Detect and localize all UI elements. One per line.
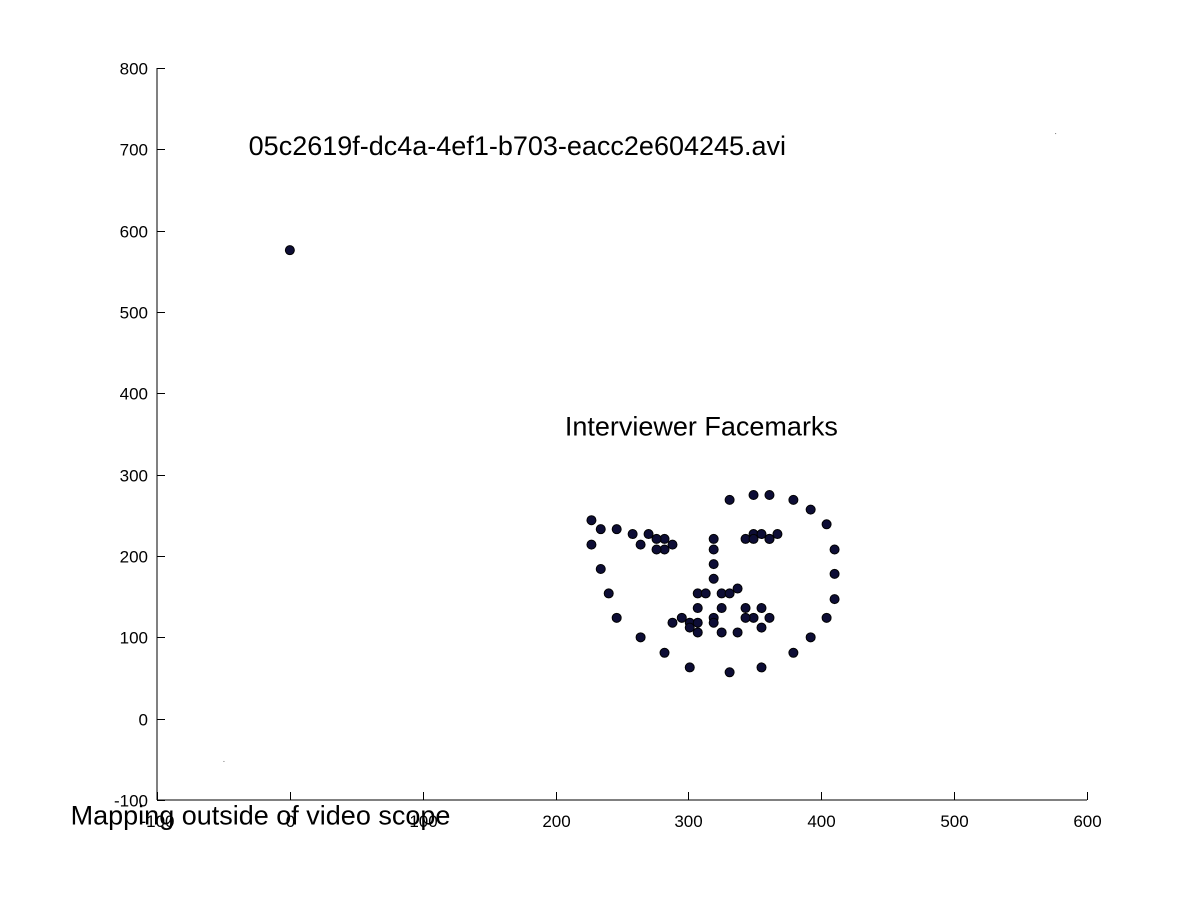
facemark-point	[603, 588, 614, 599]
x-tick-label: 400	[807, 812, 835, 831]
x-tick-label: 200	[542, 812, 570, 831]
y-tick-label: 700	[120, 141, 148, 160]
x-tick-label: -100	[140, 812, 174, 831]
annotations: 05c2619f-dc4a-4ef1-b703-eacc2e604245.avi…	[71, 131, 838, 830]
facemark-point	[676, 612, 687, 623]
y-tick-label: 400	[120, 385, 148, 404]
facemark-points	[284, 245, 840, 678]
facemarks-title-label: Interviewer Facemarks	[565, 412, 838, 442]
y-tick-label: 800	[120, 60, 148, 79]
x-tick-label: 300	[674, 812, 702, 831]
x-tick-label: 0	[286, 812, 295, 831]
facemark-point	[805, 632, 816, 643]
facemark-point	[684, 622, 695, 633]
facemark-point	[586, 539, 597, 550]
y-tick-label: 100	[120, 629, 148, 648]
facemark-point	[748, 490, 759, 500]
facemark-point	[756, 622, 767, 633]
facemark-point	[829, 594, 840, 605]
speck-point	[223, 760, 225, 762]
x-tick-label: 500	[940, 812, 968, 831]
facemark-point	[756, 529, 767, 540]
facemark-point	[692, 617, 703, 628]
facemark-point	[659, 647, 670, 658]
facemark-point	[692, 627, 703, 638]
facemark-point	[651, 544, 662, 555]
facemark-point	[740, 612, 751, 623]
video-filename-label: 05c2619f-dc4a-4ef1-b703-eacc2e604245.avi	[249, 131, 786, 161]
speck-points	[223, 133, 1057, 762]
facemark-point	[764, 533, 775, 544]
facemark-point	[756, 662, 767, 673]
x-tick-label: 100	[409, 812, 437, 831]
facemark-point	[611, 524, 622, 535]
facemark-point	[595, 524, 606, 535]
y-tick-label: -100	[114, 792, 148, 811]
x-tick-label: 600	[1073, 812, 1101, 831]
facemark-point	[788, 647, 799, 658]
y-tick-label: 500	[120, 304, 148, 323]
facemark-point	[805, 504, 816, 515]
facemark-point	[788, 494, 799, 505]
facemark-point	[651, 533, 662, 544]
facemark-point	[692, 603, 703, 614]
facemark-point	[643, 529, 654, 540]
facemark-point	[716, 603, 727, 614]
facemark-point	[772, 529, 783, 540]
facemark-point	[732, 627, 743, 638]
facemark-point	[716, 627, 727, 638]
facemark-point	[821, 519, 832, 530]
facemark-point	[732, 583, 743, 594]
facemark-point	[627, 529, 638, 540]
speck-point	[1055, 133, 1057, 135]
facemark-point	[586, 515, 597, 526]
facemark-point	[708, 544, 719, 555]
facemark-point	[740, 603, 751, 614]
facemark-point	[756, 603, 767, 614]
y-tick-label: 200	[120, 548, 148, 567]
facemark-point	[667, 617, 678, 628]
facemark-point	[611, 612, 622, 623]
facemark-point	[635, 539, 646, 550]
facemark-point	[764, 490, 775, 500]
facemark-point	[829, 568, 840, 579]
scope-warning-label: Mapping outside of video scope	[71, 800, 451, 830]
facemark-point	[724, 588, 735, 599]
facemark-point	[708, 559, 719, 570]
facemark-point	[595, 564, 606, 575]
facemark-point	[724, 494, 735, 505]
facemark-point	[708, 617, 719, 628]
facemark-point	[635, 632, 646, 643]
y-tick-label: 0	[139, 711, 148, 730]
facemark-point	[764, 612, 775, 623]
facemark-point	[284, 245, 295, 256]
y-tick-label: 600	[120, 223, 148, 242]
facemark-point	[700, 588, 711, 599]
facemark-point	[708, 573, 719, 584]
facemark-point	[684, 662, 695, 673]
facemark-point	[667, 539, 678, 550]
axes: -100 0 100 200 300 400 500 600 700 800 -100 0 100 200…	[114, 60, 1102, 832]
facemark-point	[829, 544, 840, 555]
facemark-point	[708, 533, 719, 544]
y-tick-label: 300	[120, 467, 148, 486]
facemark-point	[748, 533, 759, 544]
facemark-point	[724, 667, 735, 678]
facemark-point	[821, 612, 832, 623]
